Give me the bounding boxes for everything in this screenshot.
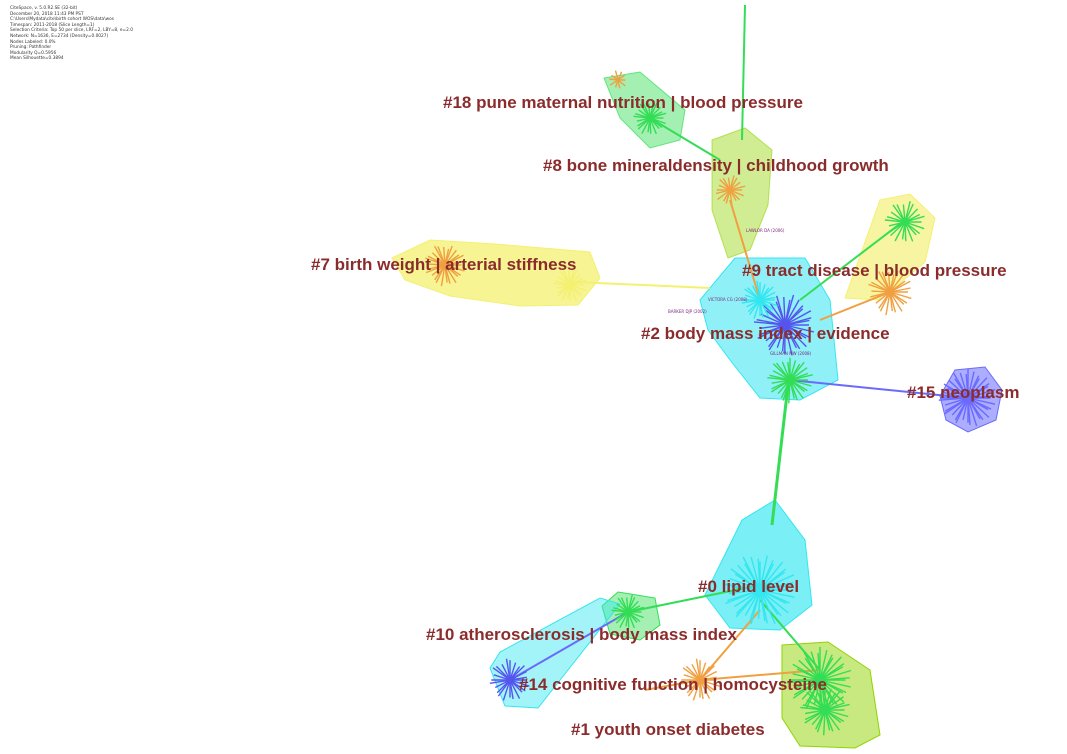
burst-center <box>568 283 573 288</box>
burst-center <box>626 610 631 615</box>
burst-center <box>902 219 908 225</box>
burst-center <box>507 677 513 683</box>
cluster-label-1: #1 youth onset diabetes <box>571 720 765 739</box>
burst-center <box>758 298 763 303</box>
link <box>575 282 710 288</box>
cluster-labels: #18 pune maternal nutrition | blood pres… <box>311 93 1019 739</box>
burst-center <box>616 78 620 82</box>
link <box>742 5 745 140</box>
metadata-panel: CiteSpace, v. 5.0.R2.SE (32-bit) Decembe… <box>10 6 133 62</box>
cluster-label-9: #9 tract disease | blood pressure <box>742 261 1007 280</box>
cluster-label-14: #14 cognitive function | homocysteine <box>519 675 827 694</box>
burst-center <box>787 377 793 383</box>
meta-line: Mean Silhouette=0.3894 <box>10 56 133 62</box>
cluster-label-18: #18 pune maternal nutrition | blood pres… <box>443 93 803 112</box>
burst-center <box>728 188 732 192</box>
burst-center <box>648 116 653 121</box>
node-label: VICTORA CG (2008) <box>708 297 748 302</box>
node-label: GILLMAN MW (2008) <box>770 351 812 356</box>
burst-center <box>822 707 829 714</box>
node-label: LAWLOR DA (2006) <box>746 228 785 233</box>
link <box>772 385 788 525</box>
burst-center <box>887 289 893 295</box>
cluster-label-7: #7 birth weight | arterial stiffness <box>311 255 577 274</box>
cluster-label-15: #15 neoplasm <box>907 383 1019 402</box>
cluster-label-2: #2 body mass index | evidence <box>641 324 890 343</box>
cluster-label-0: #0 lipid level <box>698 577 799 596</box>
node-label: BARKER DJP (2002) <box>668 309 707 314</box>
cluster-label-8: #8 bone mineraldensity | childhood growt… <box>543 156 889 175</box>
cluster-label-10: #10 atherosclerosis | body mass index <box>426 625 737 644</box>
